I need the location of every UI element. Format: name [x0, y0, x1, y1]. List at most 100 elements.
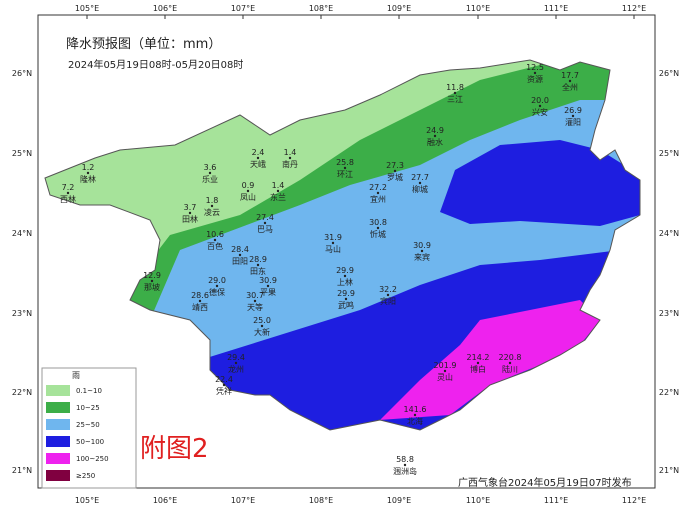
station-name: 三江	[447, 95, 463, 104]
legend-label: 100~250	[76, 455, 109, 463]
lon-label: 111°E	[544, 496, 568, 505]
station-dot	[476, 361, 480, 365]
station-name: 来宾	[414, 252, 430, 262]
station-dot	[533, 71, 537, 75]
lat-label: 24°N	[659, 229, 679, 238]
station-dot	[215, 284, 219, 288]
station-dot	[256, 263, 260, 267]
station-name: 天等	[247, 302, 263, 312]
station-name: 田阳	[232, 257, 248, 266]
station-value: 30.8	[369, 218, 387, 227]
station-dot	[66, 191, 70, 195]
station-name: 凌云	[204, 207, 220, 217]
station-value: 29.4	[227, 353, 245, 362]
station-name: 天峨	[250, 159, 266, 169]
lat-label: 23°N	[12, 309, 32, 318]
title: 降水预报图（单位：mm）	[66, 37, 221, 52]
station-dot	[150, 279, 154, 283]
station-value: 220.8	[499, 353, 522, 362]
lon-label: 112°E	[622, 496, 646, 505]
station-value: 24.9	[426, 126, 444, 135]
lat-label: 22°N	[659, 388, 679, 397]
station-dot	[343, 274, 347, 278]
station-dot	[376, 226, 380, 230]
station-dot	[276, 189, 280, 193]
station-dot	[453, 91, 457, 95]
station-dot	[443, 369, 447, 373]
station-value: 1.4	[284, 148, 297, 157]
period: 2024年05月19日08时-05月20日08时	[68, 58, 243, 71]
station-dot	[413, 413, 417, 417]
station-name: 田林	[182, 214, 198, 224]
station-value: 28.6	[191, 291, 209, 300]
station-name: 资源	[527, 74, 543, 84]
station-value: 29.9	[336, 266, 354, 275]
station-dot	[234, 361, 238, 365]
station-dot	[238, 253, 242, 257]
station-value: 27.2	[369, 183, 387, 192]
station-dot	[256, 156, 260, 160]
lon-label: 106°E	[153, 4, 177, 13]
station-value: 7.2	[62, 183, 75, 192]
station-dot	[263, 221, 267, 225]
station-value: 28.4	[231, 245, 249, 254]
lat-label: 26°N	[12, 69, 32, 78]
legend-swatch	[46, 419, 70, 430]
station-value: 27.7	[411, 173, 429, 182]
station-dot	[538, 104, 542, 108]
station-value: 58.8	[396, 455, 414, 464]
station-value: 3.7	[184, 203, 197, 212]
station-name: 融水	[427, 137, 443, 147]
station-value: 1.8	[206, 196, 219, 205]
lon-label: 108°E	[309, 496, 333, 505]
station-dot	[331, 241, 335, 245]
legend-swatch	[46, 385, 70, 396]
station-name: 博白	[470, 364, 486, 374]
lat-label: 26°N	[659, 69, 679, 78]
legend-label: 25~50	[76, 421, 100, 429]
lon-label: 110°E	[466, 4, 490, 13]
station-dot	[208, 171, 212, 175]
station-value: 29.0	[208, 276, 226, 285]
station-value: 17.7	[561, 71, 579, 80]
station-name: 灵山	[437, 372, 453, 382]
station-name: 涠洲岛	[393, 466, 417, 476]
lat-label: 21°N	[659, 466, 679, 475]
station-dot	[210, 204, 214, 208]
lon-label: 107°E	[231, 496, 255, 505]
station-dot	[403, 463, 407, 467]
legend-swatch	[46, 453, 70, 464]
station-value: 201.9	[434, 361, 457, 370]
legend-label: ≥250	[76, 472, 95, 480]
station-name: 兴安	[532, 107, 548, 117]
station-value: 25.0	[253, 316, 271, 325]
station-name: 上林	[337, 277, 353, 287]
station-dot	[344, 297, 348, 301]
legend-swatch	[46, 470, 70, 481]
figure-label: 附图2	[140, 434, 209, 464]
station-dot	[568, 79, 572, 83]
area-100-250	[380, 300, 600, 420]
lon-label: 111°E	[544, 4, 568, 13]
lat-label: 24°N	[12, 229, 32, 238]
station-value: 27.3	[386, 161, 404, 170]
station-dot	[343, 166, 347, 170]
lon-label: 106°E	[153, 496, 177, 505]
station-name: 田东	[250, 266, 266, 276]
legend-title: 雨	[72, 371, 80, 380]
station-name: 陆川	[502, 364, 518, 374]
lon-label: 109°E	[387, 4, 411, 13]
station-dot	[260, 324, 264, 328]
station-value: 2.4	[252, 148, 265, 157]
station-name: 凭祥	[216, 386, 232, 396]
station-dot	[266, 284, 270, 288]
lon-label: 105°E	[75, 496, 99, 505]
station-dot	[376, 191, 380, 195]
station-name: 西林	[60, 194, 76, 204]
station-value: 27.4	[256, 213, 274, 222]
lon-label: 109°E	[387, 496, 411, 505]
lat-label: 22°N	[12, 388, 32, 397]
station-value: 25.8	[336, 158, 354, 167]
station-dot	[253, 299, 257, 303]
